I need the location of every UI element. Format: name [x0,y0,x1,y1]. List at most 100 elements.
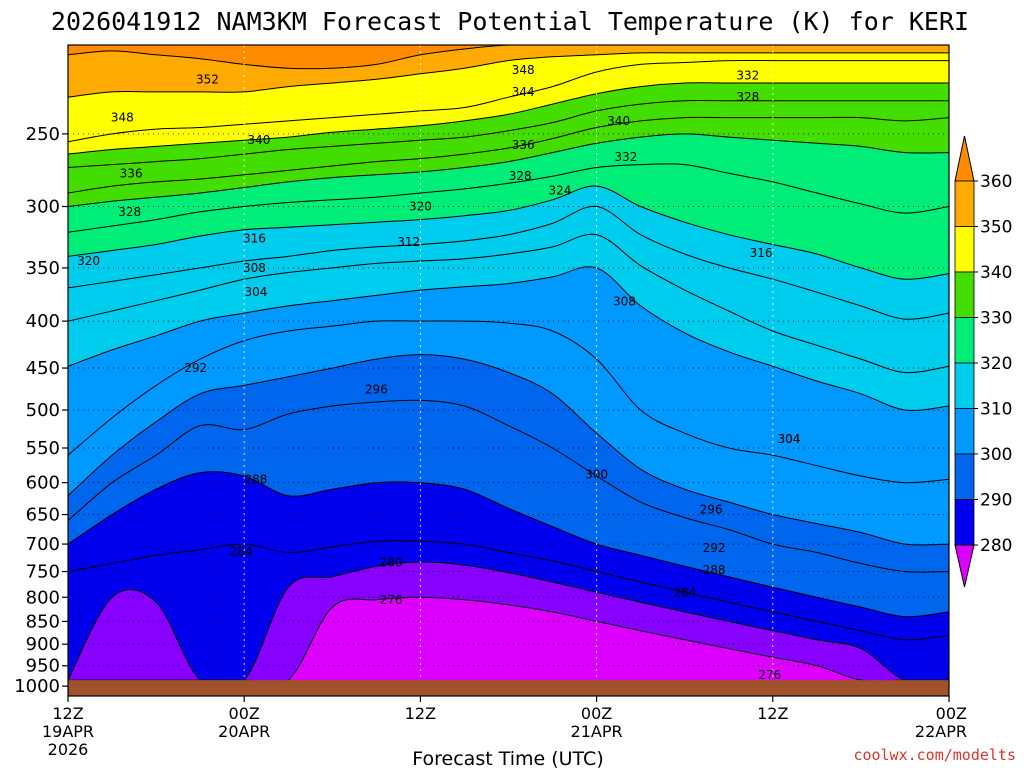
isentrope-300 [68,320,949,484]
contour-label: 328 [509,169,532,183]
colorbar-tick-label: 330 [980,309,1012,329]
contour-label: 276 [758,668,781,682]
contour-label: 284 [673,585,696,599]
y-tick-label: 800 [26,587,60,608]
y-tick-label: 250 [26,124,60,145]
contour-label: 292 [184,361,207,375]
y-tick-label: 300 [26,197,60,218]
isentrope-316 [68,185,949,280]
isentrope-lines [68,45,949,692]
y-tick-label: 950 [26,656,60,677]
contour-label: 320 [409,200,432,214]
isentrope-296 [68,354,949,546]
contour-label: 332 [615,150,638,164]
isentrope-336 [68,82,949,155]
contour-label: 304 [244,285,267,299]
contour-label: 328 [118,205,141,219]
y-tick-label: 600 [26,473,60,494]
x-tick-label: 00Z [581,704,612,723]
contour-label: 304 [777,432,800,446]
x-tick-label: 12Z [405,704,436,723]
x-tick-label: 12Z [52,704,83,723]
contour-label: 324 [548,183,571,197]
colorbar-tick-label: 340 [980,263,1012,283]
x-tick-label: 00Z [936,704,967,723]
colorbar-tick-label: 310 [980,400,1012,420]
isentrope-328 [68,116,949,194]
colorbar-top-arrow [954,135,975,182]
isentrope-312 [68,205,949,320]
x-tick-label: 20APR [218,722,270,741]
colorbar-segment-350 [954,226,975,273]
y-tick-label: 900 [26,634,60,655]
contour-label: 288 [244,472,267,486]
contour-label: 328 [736,90,759,104]
contour-label: 332 [736,69,759,83]
contour-label: 284 [230,544,253,558]
colorbar-tick-label: 320 [980,354,1012,374]
x-tick-label: 22APR [915,722,967,741]
colorbar-segment-360 [954,180,975,227]
colorbar-segment-310 [954,408,975,455]
colorbar-tick-label: 350 [980,218,1012,238]
contour-label: 288 [703,563,726,577]
colorbar-tick-label: 300 [980,445,1012,465]
colorbar-bottom-arrow [954,544,975,588]
y-tick-label: 400 [26,311,60,332]
credit-text: coolwx.com/modelts [853,746,1016,764]
contour-label: 308 [243,261,266,275]
isentrope-308 [68,233,949,374]
isentrope-288 [68,471,949,618]
colorbar: 360 350 340 330 320 310 300 290 280 [954,135,1012,588]
ground-below-surface [68,680,949,696]
colorbar-segment-290 [954,499,975,546]
colorbar-segment-300 [954,453,975,500]
x-tick-label: 00Z [229,704,260,723]
isentrope-332 [68,99,949,168]
y-tick-label: 750 [26,562,60,583]
contour-label: 336 [120,166,143,180]
x-tick-label: 12Z [757,704,788,723]
contour-label: 316 [750,246,773,260]
isentrope-320 [68,163,949,233]
x-tick-label: 21APR [571,722,623,741]
plot-area: 352 348 344 340 336 332 328 324 320 316 312 308 304 2… [68,45,949,696]
isentrope-340 [68,59,949,143]
color-bands [68,45,949,696]
grid-lines [68,45,949,696]
contour-label: 336 [512,138,535,152]
contour-label: 296 [365,383,388,397]
y-tick-label: 1000 [14,676,60,697]
contour-label: 276 [380,593,403,607]
contour-label: 312 [397,235,420,249]
x-axis-label: Forecast Time (UTC) [412,748,603,768]
isentrope-292 [68,399,949,573]
plot-frame [67,44,950,697]
isentrope-284 [68,540,949,641]
chart-title: 2026041912 NAM3KM Forecast Potential Tem… [51,7,969,36]
colorbar-segment-330 [954,317,975,364]
y-tick-label: 500 [26,400,60,421]
y-tick-label: 700 [26,534,60,555]
isentrope-304 [68,266,949,411]
contour-label: 320 [77,254,100,268]
y-tick-label: 350 [26,258,60,279]
x-tick-label: 19APR [42,722,94,741]
colorbar-tick-label: 360 [980,172,1012,192]
y-tick-label: 850 [26,611,60,632]
contour-label: 304 [777,432,800,446]
contour-label: 340 [247,133,270,147]
x-tick-label: 2026 [48,740,89,759]
isentrope-348 [68,52,949,98]
contour-label: 316 [243,231,266,245]
contour-label: 308 [613,295,636,309]
contour-label: 280 [380,555,403,569]
contour-label: 292 [703,541,726,555]
colorbar-segment-320 [954,362,975,409]
isentrope-276 [68,596,949,686]
colorbar-tick-label: 280 [980,536,1012,556]
contour-label: 300 [585,468,608,482]
y-tick-label: 650 [26,505,60,526]
